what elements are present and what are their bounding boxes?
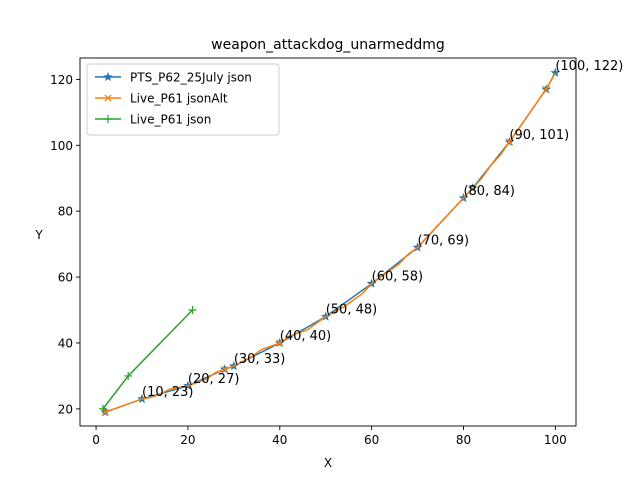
data-point xyxy=(505,138,514,146)
x-axis: 0 20 40 60 80 100 xyxy=(92,426,567,447)
y-tick-label: 40 xyxy=(58,336,73,350)
series-line xyxy=(105,72,556,413)
legend: PTS_P62_25July json Live_P61 jsonAlt Live_… xyxy=(86,63,280,136)
x-tick-label: 60 xyxy=(364,433,379,447)
plot-area: (10, 23)(20, 27) (30, 33) (40, 40) (50, 48)… xyxy=(50,57,623,447)
data-point xyxy=(542,85,550,93)
y-tick-label: 80 xyxy=(58,205,73,219)
x-axis-label: X xyxy=(324,456,332,470)
series-2 xyxy=(98,306,197,413)
data-point xyxy=(124,371,133,380)
data-point xyxy=(550,67,561,77)
annotations: (10, 23)(20, 27) (30, 33) (40, 40) (50, 48)… xyxy=(142,59,623,400)
series-1 xyxy=(101,72,556,416)
legend-label: Live_P61 jsonAlt xyxy=(130,92,228,106)
chart-title: weapon_attackdog_unarmeddmg xyxy=(211,37,445,53)
data-point xyxy=(469,184,477,192)
annotation-label: (20, 27) xyxy=(188,372,240,387)
legend-marker xyxy=(103,71,113,82)
annotation-label: (50, 48) xyxy=(326,303,378,318)
data-point xyxy=(188,306,197,315)
x-tick-label: 40 xyxy=(272,433,287,447)
y-tick-label: 20 xyxy=(58,402,73,416)
legend-label: Live_P61 json xyxy=(130,113,211,127)
y-tick-label: 100 xyxy=(50,139,73,153)
annotation-label: (90, 101) xyxy=(509,128,569,143)
y-axis: 20 40 60 80 100 120 xyxy=(50,73,80,416)
y-axis-label: Y xyxy=(34,228,43,242)
x-tick-label: 20 xyxy=(180,433,195,447)
legend-label: PTS_P62_25July json xyxy=(130,71,252,85)
x-tick-label: 80 xyxy=(456,433,471,447)
annotation-label: (40, 40) xyxy=(280,329,332,344)
annotation-label: (10, 23) xyxy=(142,385,194,400)
annotation-label: (60, 58) xyxy=(372,270,424,285)
data-point xyxy=(276,339,284,347)
data-point xyxy=(98,404,107,413)
axes-frame xyxy=(79,57,577,427)
annotation-label: (70, 69) xyxy=(418,233,470,248)
y-tick-label: 60 xyxy=(58,271,73,285)
legend-marker xyxy=(104,94,112,102)
y-tick-label: 120 xyxy=(50,73,73,87)
data-point xyxy=(221,365,229,373)
x-tick-label: 0 xyxy=(92,433,100,447)
annotation-label: (30, 33) xyxy=(234,352,286,367)
legend-box xyxy=(86,63,280,136)
annotation-label: (80, 84) xyxy=(463,184,514,199)
legend-marker xyxy=(104,115,112,123)
x-tick-label: 100 xyxy=(544,433,567,447)
annotation-label: (100, 122) xyxy=(555,59,623,74)
